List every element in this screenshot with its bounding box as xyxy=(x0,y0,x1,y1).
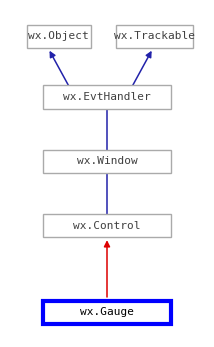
Text: wx.Trackable: wx.Trackable xyxy=(114,32,195,41)
FancyBboxPatch shape xyxy=(43,214,171,237)
Text: wx.Control: wx.Control xyxy=(73,221,141,230)
FancyBboxPatch shape xyxy=(116,25,193,48)
FancyBboxPatch shape xyxy=(43,85,171,109)
FancyBboxPatch shape xyxy=(43,301,171,324)
Text: wx.EvtHandler: wx.EvtHandler xyxy=(63,92,151,102)
Text: wx.Window: wx.Window xyxy=(77,156,137,166)
FancyBboxPatch shape xyxy=(43,150,171,173)
Text: wx.Gauge: wx.Gauge xyxy=(80,307,134,317)
FancyBboxPatch shape xyxy=(27,25,91,48)
Text: wx.Object: wx.Object xyxy=(28,32,89,41)
